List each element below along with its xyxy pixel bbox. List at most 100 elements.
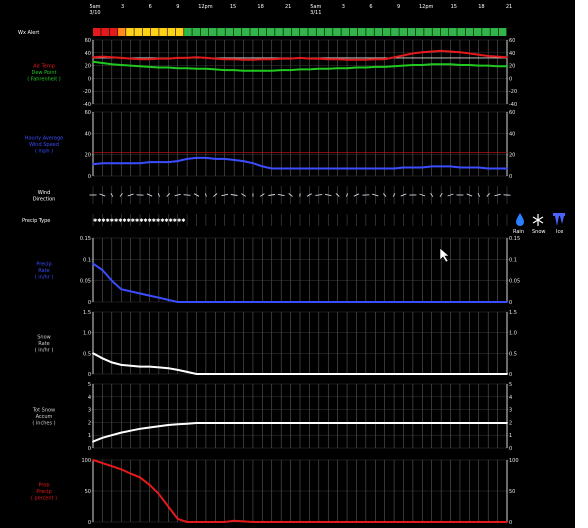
data-point (299, 422, 301, 424)
data-point (205, 157, 207, 159)
data-point (280, 167, 283, 170)
data-point (261, 422, 264, 424)
data-point (176, 369, 179, 371)
y-tick-label: 0.05 (80, 279, 91, 285)
data-point (92, 60, 94, 63)
alert-cell (399, 28, 408, 36)
wind-direction-mark (382, 193, 387, 197)
alert-cell (490, 28, 499, 36)
data-point (233, 58, 236, 61)
data-point (506, 521, 508, 523)
alert-cell (300, 28, 308, 36)
time-label: 18 (478, 4, 484, 10)
wind-direction-mark (268, 194, 276, 196)
data-point (261, 69, 264, 72)
data-point (430, 301, 433, 303)
panel-label: Air Temp (33, 64, 55, 70)
data-point (496, 65, 499, 68)
wind-direction-mark (439, 193, 443, 197)
alert-cell (341, 28, 350, 36)
snowflake-icon: ✱ (139, 218, 144, 224)
y-tick-label-right: 0.05 (509, 279, 520, 285)
y-tick-label: 5 (88, 382, 91, 388)
data-point (477, 64, 480, 67)
data-point (336, 301, 339, 303)
legend-snow-label: Snow (532, 229, 546, 235)
data-point (468, 422, 471, 424)
data-point (139, 427, 141, 430)
mouse-cursor-icon (439, 247, 450, 263)
y-tick-label-right: 0.1 (509, 257, 517, 263)
wind-direction-mark (119, 193, 123, 197)
data-point (167, 367, 170, 370)
wind-direction-mark (325, 193, 332, 197)
data-point (477, 53, 480, 56)
raindrop-icon (516, 213, 524, 226)
data-point (459, 301, 461, 303)
data-point (468, 373, 471, 375)
wind-direction-mark (183, 194, 191, 196)
data-point (496, 373, 499, 375)
data-point (496, 422, 499, 424)
data-point (308, 521, 311, 523)
data-point (412, 422, 414, 424)
data-point (355, 66, 358, 69)
y-tick-label-right: 0 (509, 520, 512, 526)
snowflake-icon: ✱ (101, 218, 106, 224)
data-point (477, 166, 480, 169)
y-tick-label: 1.5 (83, 310, 91, 316)
data-point (101, 62, 104, 64)
data-point (214, 373, 217, 375)
data-point (270, 167, 273, 170)
data-point (327, 301, 330, 303)
wind-direction-mark (110, 193, 114, 197)
data-point (365, 521, 367, 523)
data-point (459, 64, 461, 66)
data-point (374, 422, 377, 424)
data-point (129, 290, 132, 293)
panel-label: ( percent ) (31, 496, 57, 502)
data-point (233, 422, 236, 424)
data-point (270, 521, 273, 523)
data-point (496, 521, 499, 523)
alert-cell (440, 28, 449, 36)
data-point (355, 167, 358, 170)
wind-direction-mark (277, 193, 285, 197)
data-point (365, 66, 367, 69)
snowflake-icon: ✱ (118, 218, 123, 224)
data-point (421, 422, 424, 424)
data-point (120, 431, 123, 434)
data-point (214, 57, 217, 60)
chart-panel-3: Precip Type ✱ ✱ ✱ ✱ ✱ ✱ ✱ ✱ ✱ ✱ ✱ ✱ ✱ ✱ ✱ ✱ ✱ ✱ ✱ ✱ ✱ ✱ (22, 214, 508, 226)
data-point (374, 58, 377, 61)
data-point (186, 371, 189, 373)
data-point (412, 52, 414, 55)
data-point (393, 521, 395, 523)
alert-cell (308, 28, 316, 36)
y-tick-label: 20 (85, 64, 91, 70)
alert-cell (101, 28, 109, 36)
time-label: 3 (121, 4, 124, 10)
alert-cell (126, 28, 134, 36)
data-point (383, 422, 386, 424)
time-label: 5am (310, 4, 321, 10)
data-point (468, 301, 471, 303)
data-point (101, 55, 104, 58)
data-point (242, 301, 245, 303)
data-point (214, 68, 217, 71)
wind-direction-mark (306, 193, 312, 197)
snowflake-icon: ✱ (122, 218, 127, 224)
data-point (280, 373, 283, 375)
data-point (158, 57, 160, 60)
data-point (430, 165, 433, 168)
alert-cell (407, 28, 416, 36)
y-tick-label-right: 0 (509, 300, 512, 306)
data-point (129, 472, 132, 475)
data-point (167, 299, 170, 301)
wind-direction-mark (288, 193, 293, 197)
time-label: 21 (285, 4, 291, 10)
alert-cell (250, 28, 258, 36)
panel-label: Tot Snow (32, 408, 55, 414)
